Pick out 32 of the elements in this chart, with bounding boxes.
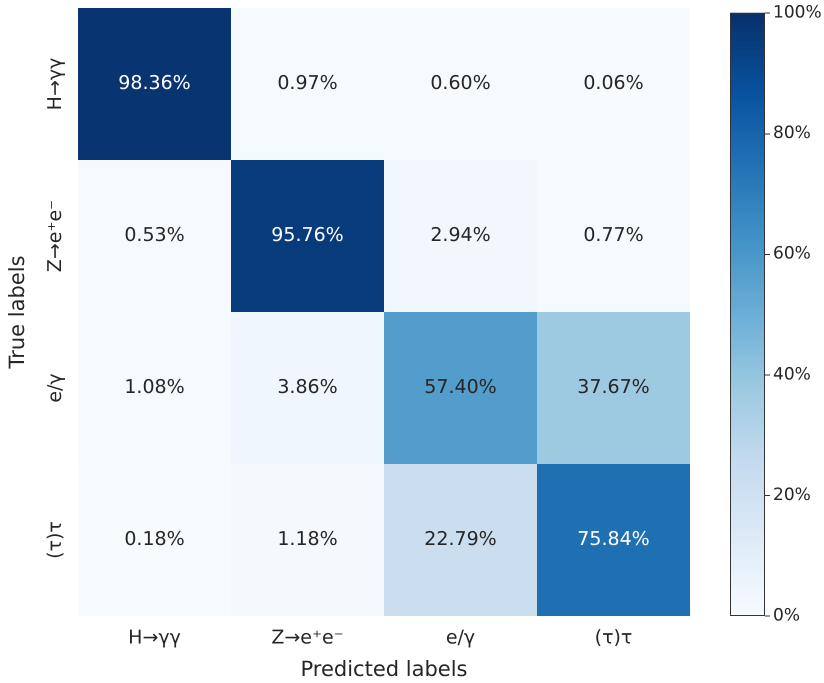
data-label: 75.84% [577,528,650,550]
color-bar-label: 80% [773,123,811,144]
data-label: 0.18% [124,528,185,550]
data-label: 2.94% [430,224,491,246]
data-label: 0.60% [430,72,491,94]
color-bar-label: 60% [773,244,811,264]
data-label: 37.67% [577,376,650,398]
y-tick-label: H→γγ [44,58,66,110]
x-axis-title: Predicted labels [300,656,468,681]
x-tick-label: Z→e⁺e⁻ [271,626,344,648]
color-bar-label: 0% [773,605,800,626]
x-tick-label: e/γ [446,626,476,648]
color-bar-label: 20% [773,484,811,505]
data-label: 0.77% [583,224,644,246]
data-label: 1.08% [124,376,185,398]
y-tick-label: Z→e⁺e⁻ [44,200,66,272]
data-label: 0.06% [583,72,644,94]
data-label: 57.40% [424,376,497,398]
color-bar-label: 100% [773,2,822,23]
y-tick-label: (τ)τ [44,521,66,559]
data-label: 95.76% [271,224,344,246]
y-tick-label: e/γ [44,373,66,403]
x-tick-label: H→γγ [128,626,181,648]
color-bar-label: 40% [773,364,811,384]
data-label: 1.18% [277,528,338,550]
data-label: 0.53% [124,224,185,246]
data-label: 98.36% [118,72,191,94]
data-label: 3.86% [277,376,338,398]
data-label: 0.97% [277,72,338,94]
y-axis-title: True labels [5,255,30,370]
data-label: 22.79% [424,528,497,550]
x-tick-label: (τ)τ [594,626,632,648]
